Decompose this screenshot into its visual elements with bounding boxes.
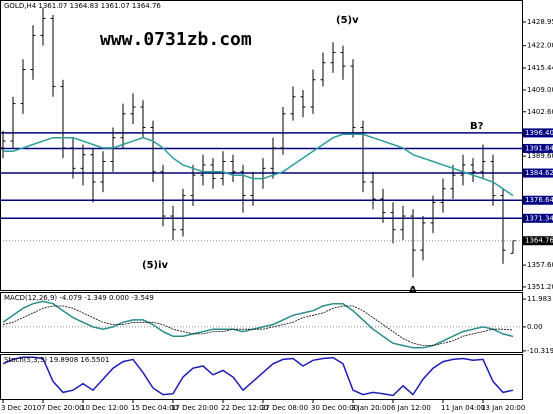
- x-tick-label: 17 Dec 20:00: [171, 404, 218, 412]
- x-tick-label: 3 Dec 2010: [1, 404, 41, 412]
- level-label: 1396.40: [525, 129, 553, 137]
- level-label: 1371.34: [525, 214, 553, 222]
- annotation: B?: [470, 121, 484, 132]
- stoch-line: [2, 356, 514, 397]
- y-tick-label: 1422.00: [527, 42, 553, 50]
- last-price-label: 1364.76: [525, 237, 553, 245]
- last-price-box: [523, 236, 553, 246]
- y-tick-label: 0.00: [527, 323, 543, 331]
- plot: 1428.95 1422.00 1415.44 1409.00 1402.60 1389.…: [0, 8, 553, 412]
- level-label: 1384.62: [525, 169, 553, 177]
- annotation: A: [409, 285, 417, 296]
- level-label-box: [523, 195, 553, 205]
- level-label-box: [523, 168, 553, 178]
- x-tick-label: 27 Dec 08:00: [261, 404, 308, 412]
- y-tick-label: 1402.60: [527, 108, 553, 116]
- x-tick-label: 22 Dec 12:00: [221, 404, 268, 412]
- x-tick-label: 6 Jan 12:00: [391, 404, 431, 412]
- x-tick-label: 3 Jan 20:00: [351, 404, 391, 412]
- y-tick-label: 1389.60: [527, 152, 553, 160]
- annotation: (5)iv: [142, 260, 169, 271]
- moving-average: [3, 133, 514, 197]
- y-tick-label: 11.983: [527, 295, 552, 303]
- stoch-title: Stoch(5,3,3) 19.8908 16.5501: [4, 356, 109, 364]
- macd-title: MACD(12,26,9) -4.079 -1.349 0.000 -3.549: [4, 294, 154, 302]
- x-tick-label: 15 Dec 04:00: [131, 404, 178, 412]
- level-label: 1376.64: [525, 196, 553, 204]
- y-tick-label: 1428.95: [527, 18, 553, 26]
- annotation: (5)v: [336, 15, 359, 26]
- y-tick-label: 1357.60: [527, 261, 553, 269]
- y-tick-label: -10.319: [527, 347, 553, 355]
- level-label-box: [523, 128, 553, 138]
- stoch-frame: [0, 354, 523, 400]
- level-label-box: [523, 143, 553, 153]
- x-tick-label: 10 Dec 12:00: [81, 404, 128, 412]
- macd-line: [2, 305, 514, 346]
- macd-frame: [0, 292, 523, 353]
- level-label-box: [523, 213, 553, 223]
- y-tick-label: 1409.00: [527, 86, 553, 94]
- x-tick-label: 13 Jan 20:00: [481, 404, 525, 412]
- macd-line: [2, 300, 514, 349]
- main-frame: [0, 0, 523, 291]
- level-label: 1391.84: [525, 144, 553, 152]
- x-tick-label: 30 Dec 00:00: [311, 404, 358, 412]
- x-tick-label: 11 Jan 04:00: [441, 404, 485, 412]
- y-tick-label: 1351.20: [527, 283, 553, 291]
- header: GOLD,H4 1361.07 1364.83 1361.07 1364.76: [4, 2, 161, 10]
- y-tick-label: 1415.44: [527, 64, 553, 72]
- x-tick-label: 7 Dec 20:00: [41, 404, 84, 412]
- watermark: www.0731zb.com: [100, 29, 252, 50]
